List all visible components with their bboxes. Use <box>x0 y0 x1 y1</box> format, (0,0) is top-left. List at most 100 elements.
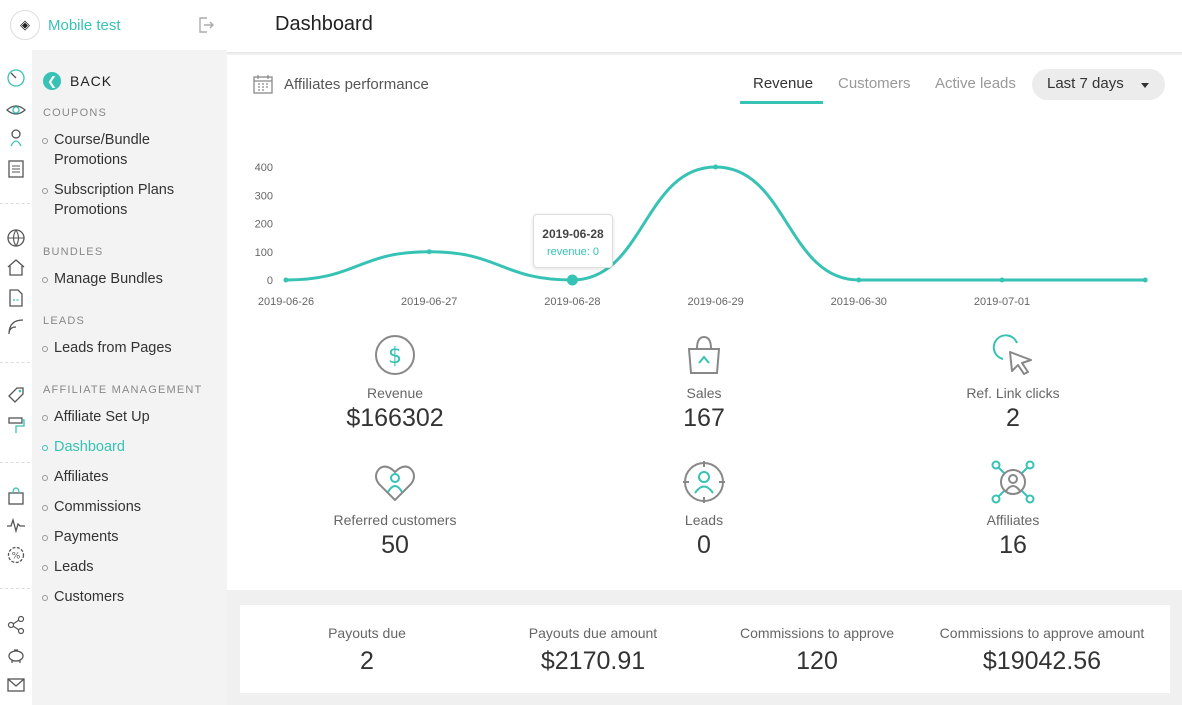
menu-item-commissions[interactable]: Commissions <box>41 497 221 517</box>
data-point[interactable] <box>283 277 289 283</box>
speedometer-icon[interactable] <box>6 68 26 88</box>
menu-item-affiliates[interactable]: Affiliates <box>41 467 221 487</box>
stat-value: $19042.56 <box>982 647 1102 675</box>
heart-user-icon <box>375 465 415 502</box>
stat-commissions-to-approve-amount: Commissions to approve amount $19042.56 <box>927 625 1157 676</box>
svg-text:%: % <box>12 552 21 562</box>
menu-item-customers[interactable]: Customers <box>41 587 221 607</box>
menu-item-manage-bundles[interactable]: Manage Bundles <box>41 269 221 289</box>
list-icon[interactable] <box>6 159 26 179</box>
stat-value: $166302 <box>346 404 444 432</box>
target-user-icon <box>683 461 725 503</box>
back-label: BACK <box>70 73 113 89</box>
x-tick-label: 2019-06-30 <box>831 296 887 308</box>
stat-label: Referred customers <box>333 512 457 528</box>
back-arrow-icon: ❮ <box>43 72 61 90</box>
highlighted-data-point[interactable] <box>566 274 578 286</box>
y-tick-label: 400 <box>255 162 273 174</box>
percent-gear-icon[interactable]: % <box>6 545 26 565</box>
rail-divider <box>0 203 30 204</box>
x-tick-label: 2019-06-26 <box>258 296 314 308</box>
card-title: Affiliates performance <box>284 75 429 93</box>
stat-value: 2 <box>360 647 374 675</box>
stat-label: Sales <box>686 385 722 401</box>
stat-label: Commissions to approve <box>739 625 895 641</box>
tab-customers[interactable]: Customers <box>838 75 911 92</box>
stat-revenue: $ Revenue $166302 <box>295 333 495 433</box>
tab-revenue[interactable]: Revenue <box>753 75 814 92</box>
piggy-bank-icon[interactable] <box>6 645 26 665</box>
stat-payouts-due: Payouts due 2 <box>252 625 482 676</box>
y-tick-label: 200 <box>255 219 273 231</box>
globe-icon[interactable] <box>6 228 26 248</box>
app-logo[interactable]: ◈ <box>10 10 40 40</box>
app-name[interactable]: Mobile test <box>48 16 121 34</box>
rss-icon[interactable] <box>6 317 26 337</box>
active-tab-indicator <box>740 101 823 104</box>
stat-label: Payouts due <box>328 625 406 641</box>
y-tick-label: 300 <box>255 190 273 202</box>
person-icon[interactable] <box>6 128 26 148</box>
data-point[interactable] <box>856 277 862 283</box>
data-point[interactable] <box>1142 277 1148 283</box>
dollar-circle-icon: $ <box>375 335 415 375</box>
mail-icon[interactable] <box>6 675 26 695</box>
stat-label: Leads <box>684 512 724 528</box>
tag-icon[interactable] <box>6 385 26 405</box>
home-icon[interactable] <box>6 257 26 277</box>
rail-divider <box>0 588 30 589</box>
tooltip-date: 2019-06-28 <box>542 227 604 241</box>
performance-card: Affiliates performance Revenue Customers… <box>227 55 1182 590</box>
data-point[interactable] <box>426 249 432 255</box>
icon-rail: % <box>0 50 32 705</box>
caret-down-icon <box>1141 83 1149 88</box>
x-tick-label: 2019-06-27 <box>401 296 457 308</box>
date-range-value: Last 7 days <box>1047 75 1124 92</box>
x-tick-label: 2019-06-28 <box>544 296 600 308</box>
submenu-panel: ❮ BACK COUPONS Course/Bundle Promotions … <box>32 50 227 705</box>
top-bar: Dashboard <box>227 0 1182 53</box>
pulse-icon[interactable] <box>6 515 26 535</box>
menu-item-payments[interactable]: Payments <box>41 527 221 547</box>
stat-label: Revenue <box>366 385 424 401</box>
section-coupons: COUPONS <box>43 107 108 119</box>
rail-divider <box>0 362 30 363</box>
brand-header: ◈ Mobile test <box>0 0 227 50</box>
menu-item-leads-from-pages[interactable]: Leads from Pages <box>41 338 221 358</box>
shopping-bag-icon <box>687 335 721 374</box>
svg-text:$: $ <box>388 344 402 369</box>
stat-value: 167 <box>683 404 725 432</box>
x-tick-label: 2019-06-29 <box>687 296 743 308</box>
rail-divider <box>0 462 30 463</box>
paint-roller-icon[interactable] <box>6 415 26 435</box>
series-line-revenue <box>285 165 1146 282</box>
stat-payouts-due-amount: Payouts due amount $2170.91 <box>478 625 708 676</box>
data-point[interactable] <box>999 277 1005 283</box>
logout-icon[interactable] <box>197 16 215 34</box>
x-tick-label: 2019-07-01 <box>974 296 1030 308</box>
revenue-line-chart: 0 100 200 300 400 2019-06-26 2019-06-27 2019-06… <box>255 162 1148 308</box>
back-button[interactable]: ❮ BACK <box>43 72 112 90</box>
stat-value: $2170.91 <box>540 647 646 675</box>
tooltip-value: revenue: 0 <box>547 246 599 258</box>
stat-label: Payouts due amount <box>528 625 658 641</box>
shopping-bag-icon[interactable] <box>6 486 26 506</box>
stat-leads: Leads 0 <box>604 460 804 560</box>
menu-item-affiliate-set-up[interactable]: Affiliate Set Up <box>41 407 221 427</box>
date-range-select[interactable]: Last 7 days <box>1032 69 1165 100</box>
eye-icon[interactable] <box>6 100 26 120</box>
stat-value: 50 <box>381 531 409 559</box>
menu-item-course-bundle-promotions[interactable]: Course/Bundle Promotions <box>41 130 221 170</box>
document-icon[interactable] <box>6 288 26 308</box>
menu-item-leads[interactable]: Leads <box>41 557 221 577</box>
data-point[interactable] <box>713 164 719 170</box>
tab-active-leads[interactable]: Active leads <box>935 75 1016 92</box>
share-icon[interactable] <box>6 615 26 635</box>
menu-item-subscription-plans-promotions[interactable]: Subscription Plans Promotions <box>41 180 221 220</box>
calendar-icon <box>253 75 273 94</box>
stat-value: 0 <box>697 531 711 559</box>
cursor-click-icon <box>992 334 1032 375</box>
stat-referred-customers: Referred customers 50 <box>295 460 495 560</box>
network-user-icon <box>991 460 1035 504</box>
menu-item-dashboard[interactable]: Dashboard <box>41 437 221 457</box>
